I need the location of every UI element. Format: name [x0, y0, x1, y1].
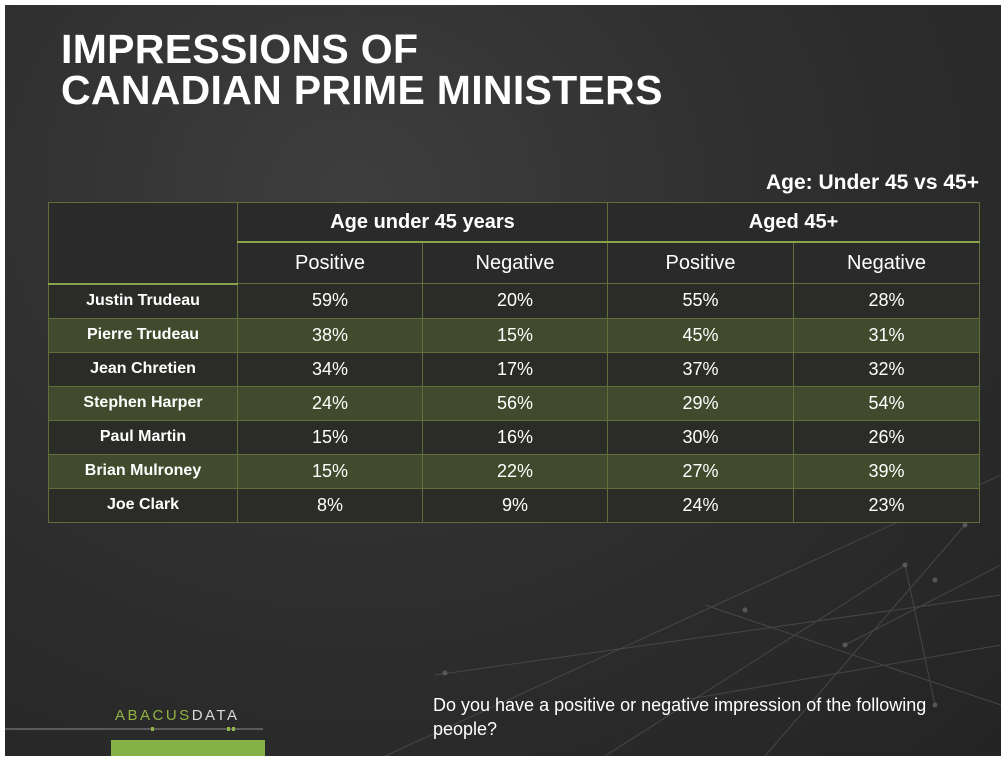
- slide: IMPRESSIONS OF CANADIAN PRIME MINISTERS …: [5, 5, 1001, 756]
- logo-accent-bar: [111, 740, 265, 756]
- group-header-under-45: Age under 45 years: [237, 202, 608, 243]
- table-subtitle: Age: Under 45 vs 45+: [765, 171, 979, 194]
- data-cell: 23%: [792, 487, 981, 523]
- logo-word-abacus: ABACUS: [115, 707, 192, 724]
- row-label: Joe Clark: [48, 487, 238, 523]
- title-line-2: CANADIAN PRIME MINISTERS: [61, 67, 663, 113]
- data-cell: 54%: [792, 385, 981, 421]
- data-cell: 22%: [422, 453, 608, 489]
- column-header: Positive: [607, 241, 794, 284]
- table-row: Paul Martin 15% 16% 30% 26%: [48, 419, 981, 455]
- data-cell: 32%: [792, 351, 981, 387]
- row-label: Brian Mulroney: [48, 453, 238, 489]
- table-row: Stephen Harper 24% 56% 29% 54%: [48, 385, 981, 421]
- data-cell: 59%: [237, 283, 423, 319]
- table-row: Joe Clark 8% 9% 24% 23%: [48, 487, 981, 523]
- data-cell: 15%: [422, 317, 608, 353]
- logo-word-data: DATA: [191, 707, 240, 724]
- data-cell: 15%: [237, 453, 423, 489]
- data-cell: 31%: [792, 317, 981, 353]
- data-cell: 26%: [792, 419, 981, 455]
- data-cell: 45%: [607, 317, 794, 353]
- table-row: Justin Trudeau 59% 20% 55% 28%: [48, 283, 981, 319]
- row-label: Justin Trudeau: [48, 283, 238, 319]
- page-title: IMPRESSIONS OF CANADIAN PRIME MINISTERS: [61, 29, 663, 111]
- group-header-45-plus: Aged 45+: [606, 202, 981, 243]
- table-row: Brian Mulroney 15% 22% 27% 39%: [48, 453, 981, 489]
- data-cell: 16%: [422, 419, 608, 455]
- column-header: Negative: [422, 241, 608, 284]
- column-header: Positive: [237, 241, 423, 284]
- data-cell: 34%: [237, 351, 423, 387]
- data-cell: 38%: [237, 317, 423, 353]
- header-corner: [48, 202, 238, 285]
- data-cell: 20%: [422, 283, 608, 319]
- data-cell: 56%: [422, 385, 608, 421]
- data-cell: 37%: [607, 351, 794, 387]
- row-label: Stephen Harper: [48, 385, 238, 421]
- row-label: Paul Martin: [48, 419, 238, 455]
- table-row: Pierre Trudeau 38% 15% 45% 31%: [48, 317, 981, 353]
- data-cell: 39%: [792, 453, 981, 489]
- data-cell: 24%: [607, 487, 794, 523]
- data-cell: 24%: [237, 385, 423, 421]
- abacus-data-logo: ABACUSDATA: [115, 707, 239, 724]
- data-cell: 17%: [422, 351, 608, 387]
- survey-question: Do you have a positive or negative impre…: [433, 695, 927, 739]
- data-cell: 30%: [607, 419, 794, 455]
- data-cell: 8%: [237, 487, 423, 523]
- data-cell: 15%: [237, 419, 423, 455]
- data-cell: 29%: [607, 385, 794, 421]
- data-cell: 27%: [607, 453, 794, 489]
- table-row: Jean Chretien 34% 17% 37% 32%: [48, 351, 981, 387]
- data-cell: 28%: [792, 283, 981, 319]
- impressions-table: Age under 45 years Aged 45+ Positive Neg…: [48, 202, 981, 523]
- data-cell: 55%: [607, 283, 794, 319]
- row-label: Pierre Trudeau: [48, 317, 238, 353]
- title-line-1: IMPRESSIONS OF: [61, 26, 419, 72]
- row-label: Jean Chretien: [48, 351, 238, 387]
- data-cell: 9%: [422, 487, 608, 523]
- column-header: Negative: [792, 241, 981, 284]
